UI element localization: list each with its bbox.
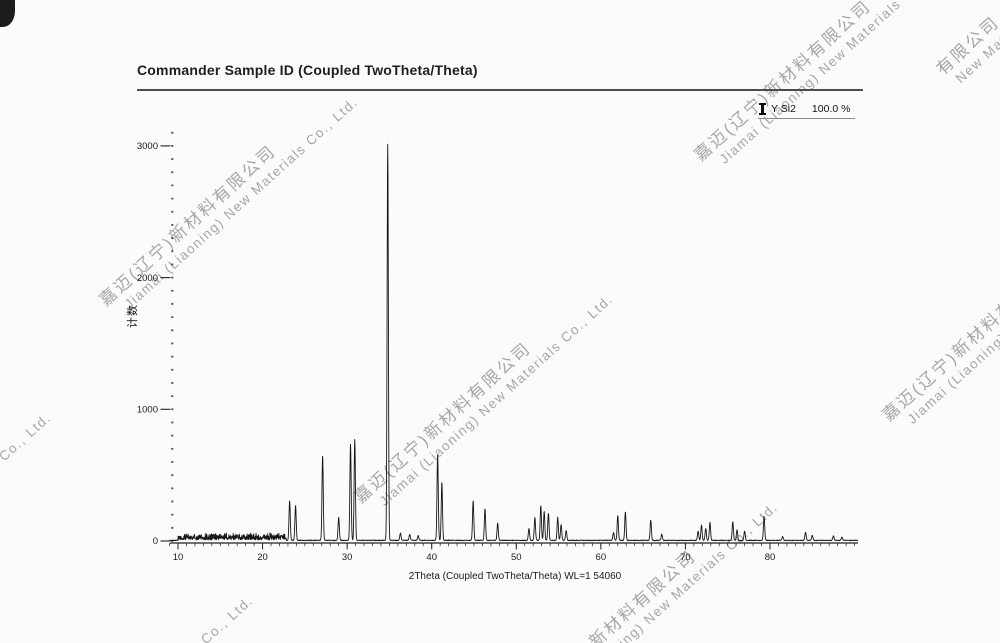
y-minor-tick [171, 237, 174, 239]
x-axis-caption: 2Theta (Coupled TwoTheta/Theta) WL=1 540… [408, 571, 622, 582]
legend-peak-marker-icon [759, 103, 766, 115]
y-minor-tick [171, 342, 174, 345]
y-minor-tick [171, 210, 174, 213]
y-minor-tick [171, 145, 174, 147]
legend-phase-label: Y Si2 [771, 103, 796, 115]
y-minor-tick [171, 447, 174, 450]
y-minor-tick [171, 513, 174, 516]
legend-percentage: 100.0 % [811, 103, 851, 115]
y-minor-tick [171, 263, 174, 266]
x-tick-label: 60 [596, 552, 607, 563]
x-tick-label: 80 [765, 552, 776, 563]
x-tick-label: 10 [173, 552, 184, 563]
y-minor-tick [171, 131, 174, 134]
y-minor-tick [171, 329, 174, 332]
title-underline [137, 89, 863, 91]
y-minor-tick [171, 250, 174, 253]
x-tick-label: 40 [426, 552, 437, 563]
y-minor-tick [171, 474, 174, 477]
y-minor-tick [171, 316, 174, 319]
y-minor-tick [171, 197, 174, 200]
x-tick-label: 50 [511, 552, 522, 563]
x-tick-label: 70 [680, 552, 691, 563]
legend: Y Si2 100.0 % [758, 102, 856, 119]
y-tick-label: 2000 [137, 273, 158, 284]
y-minor-tick [171, 434, 174, 437]
y-minor-tick [171, 184, 174, 187]
x-tick-label: 30 [342, 552, 353, 563]
y-minor-tick [171, 355, 174, 358]
y-minor-tick [171, 526, 174, 529]
scan-artifact [0, 0, 15, 27]
y-tick-label: 3000 [137, 141, 158, 152]
y-minor-tick [171, 224, 174, 226]
y-minor-tick [171, 368, 174, 371]
y-tick-label: 1000 [137, 405, 158, 416]
y-minor-tick [171, 487, 174, 490]
y-minor-tick [171, 171, 174, 174]
y-minor-tick [171, 461, 174, 463]
y-minor-tick [171, 500, 174, 503]
page-title: Commander Sample ID (Coupled TwoTheta/Th… [137, 62, 478, 78]
y-minor-tick [171, 421, 174, 424]
y-tick-label: 0 [153, 536, 158, 547]
x-tick-label: 20 [257, 552, 268, 563]
spectrum-trace [169, 143, 859, 542]
y-minor-tick [171, 276, 174, 279]
y-minor-tick [171, 395, 174, 398]
y-minor-tick [171, 408, 174, 411]
y-minor-tick [171, 303, 174, 305]
y-minor-tick [171, 540, 174, 542]
y-minor-tick [171, 382, 174, 384]
y-minor-tick [171, 289, 174, 292]
y-minor-tick [171, 158, 174, 160]
